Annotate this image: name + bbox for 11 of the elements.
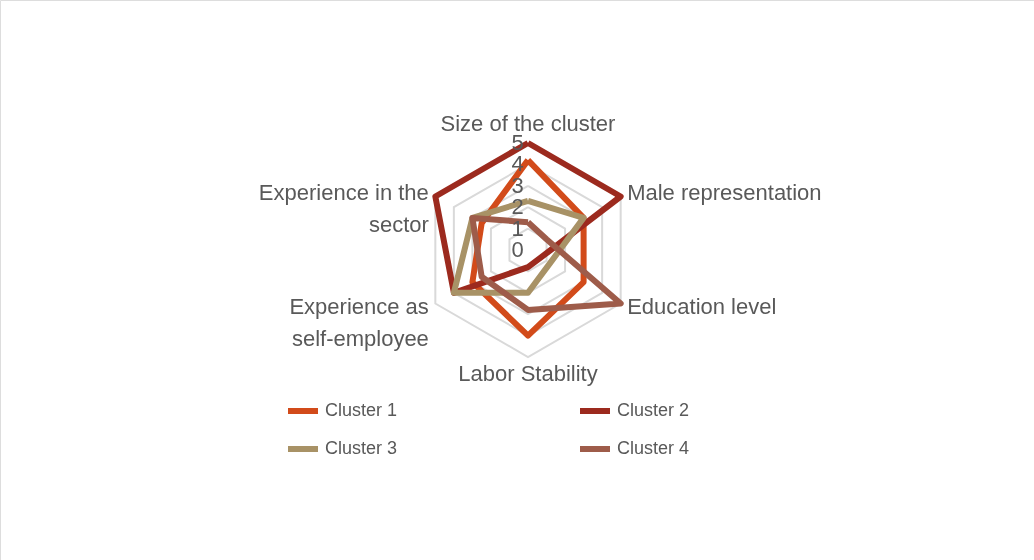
spoke-label: Education level (627, 294, 777, 320)
legend-label: Cluster 4 (617, 438, 690, 458)
spoke-label: Male representation (627, 179, 822, 205)
spoke-label: Labor Stability (458, 361, 598, 387)
y-tick-label: 0 (511, 237, 524, 262)
legend-label: Cluster 3 (325, 438, 398, 458)
spoke-label: Experience in the sector (258, 179, 429, 237)
legend-label: Cluster 2 (617, 400, 690, 420)
legend-label: Cluster 1 (325, 400, 398, 420)
spoke-label: Experience as self-employee (289, 294, 429, 352)
spoke-label: Size of the cluster (440, 110, 616, 136)
